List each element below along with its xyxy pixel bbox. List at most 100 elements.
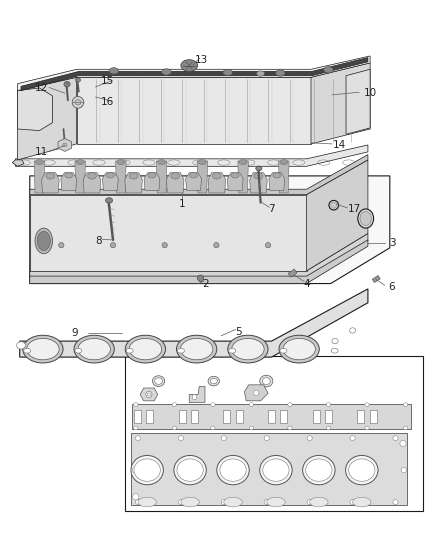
- Polygon shape: [146, 410, 153, 423]
- Ellipse shape: [75, 78, 81, 82]
- Ellipse shape: [283, 338, 315, 360]
- Text: 4: 4: [303, 279, 310, 288]
- Ellipse shape: [180, 338, 213, 360]
- Text: 13: 13: [195, 55, 208, 64]
- Ellipse shape: [365, 426, 369, 430]
- Ellipse shape: [172, 426, 177, 430]
- Polygon shape: [12, 160, 24, 166]
- Ellipse shape: [212, 173, 221, 179]
- Ellipse shape: [129, 338, 162, 360]
- Ellipse shape: [177, 349, 184, 353]
- Ellipse shape: [254, 390, 259, 395]
- Ellipse shape: [74, 335, 114, 363]
- Ellipse shape: [35, 159, 43, 165]
- Ellipse shape: [224, 497, 242, 507]
- Text: 7: 7: [268, 204, 275, 214]
- Ellipse shape: [37, 231, 50, 251]
- Ellipse shape: [131, 455, 163, 485]
- Ellipse shape: [147, 393, 151, 396]
- Ellipse shape: [231, 173, 239, 178]
- Text: 3: 3: [389, 238, 396, 247]
- Ellipse shape: [264, 436, 269, 440]
- Text: 17: 17: [348, 204, 361, 214]
- Ellipse shape: [393, 500, 398, 504]
- Polygon shape: [30, 155, 368, 195]
- Ellipse shape: [221, 436, 226, 440]
- Polygon shape: [30, 176, 390, 284]
- Ellipse shape: [310, 497, 328, 507]
- Ellipse shape: [126, 349, 133, 353]
- Ellipse shape: [135, 436, 141, 440]
- Ellipse shape: [288, 403, 292, 406]
- Polygon shape: [313, 410, 320, 423]
- Polygon shape: [288, 269, 297, 277]
- Ellipse shape: [257, 71, 265, 76]
- Ellipse shape: [263, 459, 289, 481]
- Text: 12: 12: [35, 83, 48, 93]
- Polygon shape: [30, 195, 307, 271]
- Ellipse shape: [400, 440, 406, 447]
- Ellipse shape: [181, 60, 198, 71]
- Polygon shape: [280, 410, 287, 423]
- Ellipse shape: [329, 200, 339, 210]
- Polygon shape: [311, 63, 370, 144]
- Ellipse shape: [223, 69, 233, 76]
- Ellipse shape: [350, 328, 356, 333]
- Ellipse shape: [239, 159, 247, 165]
- Ellipse shape: [221, 500, 226, 504]
- Ellipse shape: [78, 338, 110, 360]
- Ellipse shape: [177, 459, 203, 481]
- Ellipse shape: [152, 376, 165, 386]
- Ellipse shape: [254, 173, 263, 179]
- Polygon shape: [244, 385, 268, 401]
- Ellipse shape: [358, 209, 374, 228]
- Ellipse shape: [280, 349, 287, 353]
- Polygon shape: [132, 404, 411, 429]
- Ellipse shape: [17, 342, 25, 349]
- Ellipse shape: [138, 497, 156, 507]
- Polygon shape: [238, 161, 248, 193]
- Polygon shape: [325, 410, 332, 423]
- Polygon shape: [134, 410, 141, 423]
- Ellipse shape: [393, 436, 398, 440]
- Ellipse shape: [88, 173, 96, 179]
- Polygon shape: [30, 240, 368, 284]
- Bar: [125, 356, 423, 511]
- Ellipse shape: [326, 403, 331, 406]
- Ellipse shape: [110, 243, 116, 248]
- Polygon shape: [58, 139, 72, 151]
- Polygon shape: [268, 410, 275, 423]
- Polygon shape: [307, 160, 368, 271]
- Ellipse shape: [220, 459, 246, 481]
- Ellipse shape: [288, 426, 292, 430]
- Ellipse shape: [332, 338, 338, 344]
- Polygon shape: [30, 233, 368, 278]
- Polygon shape: [197, 161, 208, 193]
- Ellipse shape: [63, 143, 67, 147]
- Polygon shape: [83, 173, 101, 193]
- Polygon shape: [166, 173, 184, 193]
- Ellipse shape: [401, 467, 406, 473]
- Polygon shape: [372, 276, 380, 282]
- Polygon shape: [191, 410, 198, 423]
- Ellipse shape: [365, 403, 369, 406]
- Text: 14: 14: [333, 140, 346, 150]
- Ellipse shape: [331, 203, 337, 208]
- Ellipse shape: [171, 173, 180, 179]
- Ellipse shape: [256, 166, 262, 171]
- Ellipse shape: [262, 377, 270, 385]
- Ellipse shape: [232, 338, 264, 360]
- Polygon shape: [227, 173, 243, 190]
- Ellipse shape: [326, 426, 331, 430]
- Ellipse shape: [24, 349, 31, 353]
- Ellipse shape: [106, 198, 113, 203]
- Ellipse shape: [211, 426, 215, 430]
- Ellipse shape: [155, 378, 162, 384]
- Polygon shape: [279, 161, 289, 193]
- Ellipse shape: [27, 338, 59, 360]
- Ellipse shape: [146, 391, 152, 398]
- Polygon shape: [250, 173, 267, 193]
- Ellipse shape: [249, 426, 254, 430]
- Text: 10: 10: [364, 88, 377, 98]
- Ellipse shape: [162, 243, 167, 248]
